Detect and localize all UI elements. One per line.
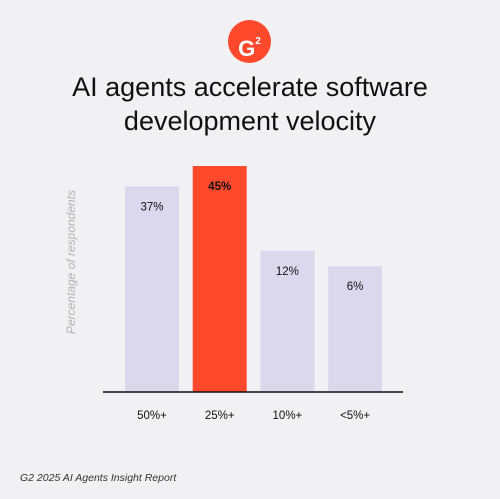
- x-tick-label-1: 25%+: [205, 410, 235, 422]
- g2-logo: G2: [228, 20, 271, 63]
- chart-title: AI agents accelerate software developmen…: [20, 70, 480, 138]
- bar-3: [328, 266, 383, 392]
- bar-value-label-3: 6%: [347, 281, 364, 293]
- y-axis-label: Percentage of respondents: [64, 190, 78, 334]
- footer-source: G2 2025 AI Agents Insight Report: [20, 472, 177, 484]
- x-tick-label-0: 50%+: [137, 410, 167, 422]
- bar-2: [260, 250, 315, 392]
- x-tick-label-3: <5%+: [340, 410, 370, 422]
- bar-value-label-1: 45%: [208, 181, 231, 193]
- chart-title-line-1: AI agents accelerate software: [72, 72, 428, 102]
- x-tick-label-2: 10%+: [273, 410, 303, 422]
- bar-1: [192, 166, 247, 392]
- bar-value-label-0: 37%: [140, 202, 163, 214]
- bar-0: [125, 186, 179, 392]
- chart-title-line-2: development velocity: [123, 106, 377, 136]
- bar-value-label-2: 12%: [276, 266, 299, 278]
- g2-logo-text: G2: [238, 36, 261, 61]
